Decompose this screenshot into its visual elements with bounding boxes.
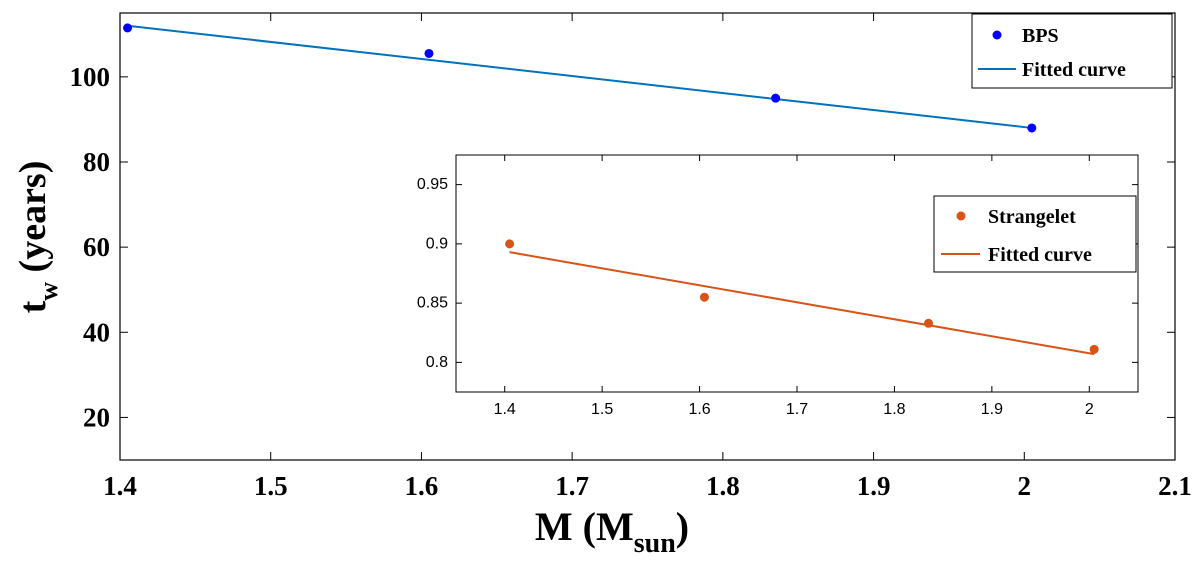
legend-strangelet-marker	[956, 211, 966, 221]
inset-x-tick-label: 1.8	[883, 401, 905, 418]
main-x-tick-label: 1.8	[706, 471, 740, 501]
main-y-label-sub: w	[34, 282, 63, 301]
main-x-tick-label: 1.9	[857, 471, 891, 501]
inset-series-0-point	[924, 318, 934, 328]
inset-series-0-point	[699, 292, 709, 302]
main-x-tick-label: 1.7	[555, 471, 589, 501]
inset-x-tick-label: 1.7	[786, 401, 808, 418]
main-y-tick-label: 80	[83, 147, 110, 177]
main-series-0-point	[123, 23, 133, 33]
legend-inset-fit-label: Fitted curve	[988, 244, 1092, 266]
main-y-label-rest: (years)	[12, 161, 54, 282]
inset-x-tick-label: 1.4	[494, 401, 516, 418]
inset-x-tick-label: 2	[1085, 401, 1094, 418]
main-series	[123, 23, 1037, 133]
main-x-label-main: M (M	[535, 504, 634, 549]
inset-y-tick-label: 0.95	[417, 176, 448, 193]
main-x-tick-label: 1.4	[103, 471, 137, 501]
inset-legend-box	[933, 195, 1137, 273]
inset-x-tick-label: 1.5	[591, 401, 613, 418]
main-y-axis-label: tw (years)	[12, 161, 63, 314]
legend-main-fit-label: Fitted curve	[1022, 59, 1126, 81]
inset-x-tick-label: 1.9	[981, 401, 1003, 418]
legend-bps-marker	[992, 30, 1002, 40]
main-x-tick-label: 2.1	[1158, 471, 1192, 501]
main-x-label-close: )	[676, 504, 689, 549]
main-y-label-main: t	[12, 300, 54, 313]
main-x-axis-label: M (Msun)	[535, 504, 689, 559]
main-series-0-point	[1027, 123, 1037, 133]
main-y-tick-label: 60	[83, 232, 110, 262]
main-x-tick-label: 1.5	[254, 471, 288, 501]
main-x-tick-label: 1.6	[405, 471, 439, 501]
main-x-tick-label: 2	[1018, 471, 1032, 501]
main-x-label-sub: sun	[634, 528, 676, 559]
main-legend-box	[971, 13, 1173, 89]
main-y-tick-label: 20	[83, 402, 110, 432]
main-series-0-point	[424, 48, 434, 58]
main-legend: BPS Fitted curve	[971, 13, 1173, 89]
inset-series-0-point	[505, 239, 515, 249]
inset-series	[505, 239, 1099, 356]
main-series-0-point	[771, 93, 781, 103]
legend-bps-label: BPS	[1022, 25, 1059, 47]
inset-axes: 1.4 1.5 1.6 1.7 1.8 1.9 2 0.8 0.85 0.9 0.95 Strang…	[417, 154, 1139, 418]
inset-ticks: 1.4 1.5 1.6 1.7 1.8 1.9 2 0.8 0.85 0.9 0.95	[417, 155, 1138, 418]
inset-series-1-fit-line	[509, 251, 1095, 356]
main-ticks: 1.4 1.5 1.6 1.7 1.8 1.9 2 2.1 20 40 60 80 100	[70, 13, 1192, 501]
inset-x-tick-label: 1.6	[688, 401, 710, 418]
inset-legend: Strangelet Fitted curve	[933, 195, 1137, 273]
main-y-tick-label: 100	[70, 62, 111, 92]
legend-strangelet-label: Strangelet	[988, 206, 1076, 228]
main-series-1-fit-line	[127, 24, 1032, 129]
inset-series-0-point	[1089, 344, 1099, 354]
inset-y-tick-label: 0.9	[426, 235, 448, 252]
inset-y-tick-label: 0.85	[417, 295, 448, 312]
main-y-tick-label: 40	[83, 317, 110, 347]
inset-y-tick-label: 0.8	[426, 354, 448, 371]
inset-plot-frame	[455, 154, 1139, 393]
